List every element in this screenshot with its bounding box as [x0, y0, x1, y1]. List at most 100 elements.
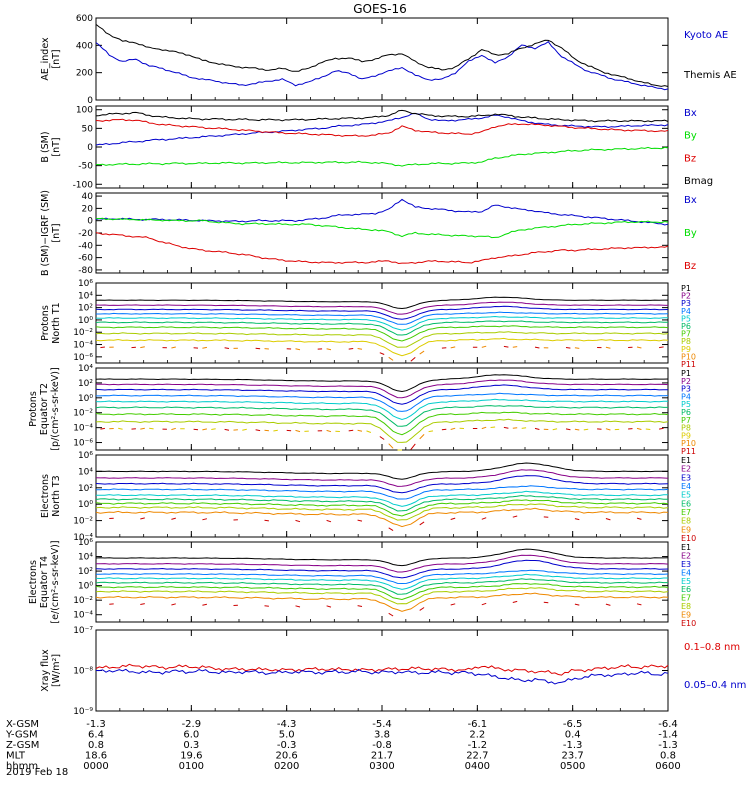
- y-tick-label: 10⁰: [78, 316, 93, 326]
- y-tick-label: -50: [78, 162, 93, 172]
- series-line-P10: [109, 427, 668, 448]
- legend-E2: E2: [681, 465, 691, 474]
- y-axis-label: B (SM)−IGRF (SM): [40, 190, 51, 276]
- legend-E1: E1: [681, 456, 691, 465]
- legend-Bmag: Bmag: [684, 176, 713, 187]
- ephem-value: 20.6: [276, 751, 298, 762]
- ephem-value: -6.5: [563, 719, 583, 730]
- legend-P1: P1: [681, 284, 691, 293]
- ephem-value: -1.4: [658, 730, 678, 741]
- y-axis-label: [nT]: [51, 223, 62, 242]
- legend-Bz: Bz: [684, 261, 696, 272]
- series-line-E4: [96, 569, 669, 585]
- y-axis-label: [e/(cm²-s-sr-keV)]: [50, 540, 61, 623]
- panel-7: 10⁻⁹ 10⁻⁸ 10⁻⁷ Xray flux [W/m²] 0.1–0.8 nm 0.0…: [40, 626, 746, 717]
- ephem-value: 0100: [179, 761, 204, 772]
- ephem-value: 0500: [560, 761, 585, 772]
- y-axis-label: Equator T4: [39, 556, 50, 608]
- series-line-P1: [95, 296, 668, 310]
- ephem-value: -6.1: [468, 719, 488, 730]
- y-tick-label: 10²: [78, 484, 93, 494]
- y-tick-label: 0: [87, 96, 93, 106]
- panel-4: 10⁻⁶ 10⁻⁴ 10⁻² 10⁰ 10² 10⁴ Protons Equator T2 [p…: [28, 364, 696, 456]
- ephem-value: -4.3: [277, 719, 297, 730]
- legend-E6: E6: [681, 585, 691, 594]
- legend-E6: E6: [681, 499, 691, 508]
- legend-E10: E10: [681, 534, 696, 543]
- legend-P3: P3: [681, 299, 691, 308]
- series-line-Bmag: [95, 109, 669, 123]
- y-axis-label: AE_index: [40, 37, 51, 81]
- series-line-By: [95, 217, 669, 239]
- y-axis-label: [W/m²]: [51, 654, 62, 687]
- y-tick-label: 10⁻²: [73, 328, 93, 338]
- ephem-value: 18.6: [85, 751, 107, 762]
- ephem-value: -1.3: [563, 740, 583, 751]
- ephem-value: 22.7: [466, 751, 488, 762]
- ephem-value: -0.3: [277, 740, 297, 751]
- y-tick-label: 200: [76, 69, 93, 79]
- y-axis-label: [nT]: [51, 49, 62, 68]
- series-line-E8: [95, 503, 669, 521]
- ephem-value: 2.2: [469, 730, 485, 741]
- y-tick-label: 10⁻²: [73, 596, 93, 606]
- legend-E3: E3: [681, 473, 691, 482]
- series-line-E6: [95, 578, 668, 595]
- ephem-value: 21.7: [371, 751, 393, 762]
- y-tick-label: -80: [78, 266, 93, 276]
- ephem-value: -1.3: [86, 719, 106, 730]
- series-line-E10: [109, 516, 668, 531]
- legend-P10: P10: [681, 439, 696, 448]
- series-line-Bz: [95, 118, 669, 137]
- legend-E10: E10: [681, 619, 696, 628]
- legend-E1: E1: [681, 543, 691, 552]
- series-line-P6: [95, 405, 668, 427]
- ephem-value: 23.7: [562, 751, 584, 762]
- legend-0.1–0.8 nm: 0.1–0.8 nm: [684, 642, 740, 653]
- y-tick-label: 600: [76, 14, 93, 24]
- legend-E9: E9: [681, 525, 691, 534]
- ephem-value: 0600: [655, 761, 680, 772]
- legend-P8: P8: [681, 424, 691, 433]
- legend-Bz: Bz: [684, 153, 696, 164]
- ephem-row-label: X-GSM: [6, 719, 39, 730]
- panel-0: 0 200 400 600 AE_index [nT] Kyoto AE Themis AE: [40, 14, 737, 106]
- legend-E7: E7: [681, 594, 691, 603]
- y-tick-label: 10²: [78, 304, 93, 314]
- series-line-E1: [95, 462, 669, 480]
- y-axis-label: North T1: [51, 302, 62, 343]
- legend-E4: E4: [681, 568, 691, 577]
- series-line-P7: [95, 325, 669, 342]
- y-tick-label: -60: [78, 254, 93, 264]
- y-axis-label: North T3: [51, 475, 62, 516]
- y-axis-label: [nT]: [51, 137, 62, 156]
- y-tick-label: 400: [76, 41, 93, 51]
- y-tick-label: 10⁻²: [73, 517, 93, 527]
- series-line-Bz: [95, 232, 669, 265]
- series-line-E5: [96, 490, 668, 507]
- series-line-P7: [95, 411, 669, 436]
- legend-By: By: [684, 131, 697, 142]
- y-tick-label: 20: [82, 204, 94, 214]
- series-line-Bx: [95, 112, 669, 146]
- ephem-value: 0300: [369, 761, 394, 772]
- ephem-value: 5.0: [279, 730, 295, 741]
- legend-P5: P5: [681, 400, 691, 409]
- legend-P2: P2: [681, 292, 691, 301]
- y-tick-label: 10⁻⁶: [73, 439, 93, 449]
- ephem-value: 0.8: [88, 740, 104, 751]
- y-tick-label: 10⁻⁴: [73, 611, 93, 621]
- y-tick-label: 10⁴: [78, 467, 93, 477]
- series-line-E9: [95, 507, 669, 528]
- series-line-P3: [95, 384, 669, 405]
- legend-Kyoto AE: Kyoto AE: [684, 30, 728, 41]
- ephem-value: 0200: [274, 761, 299, 772]
- legend-P4: P4: [681, 307, 691, 316]
- ephem-value: 0.4: [565, 730, 581, 741]
- y-tick-label: 40: [82, 192, 94, 202]
- legend-P7: P7: [681, 416, 691, 425]
- y-tick-label: 10⁴: [78, 291, 93, 301]
- series-line-P8: [95, 418, 669, 443]
